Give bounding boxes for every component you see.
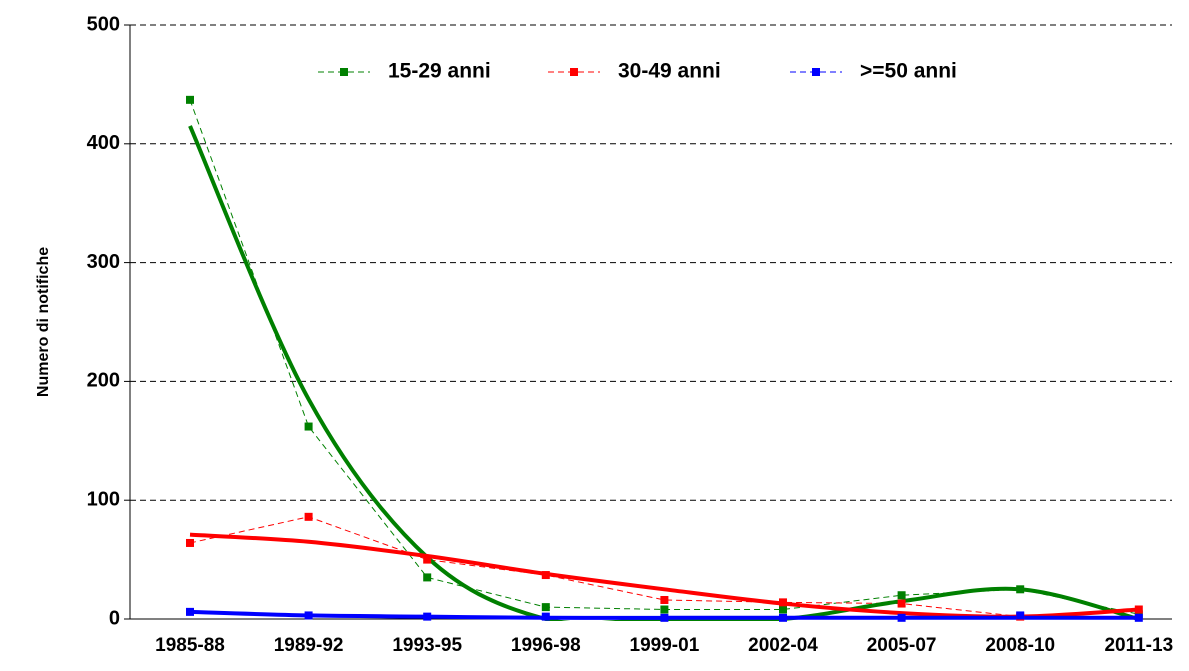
x-tick-label: 1989-92 [274, 635, 344, 656]
legend-marker [340, 68, 348, 76]
y-tick-label: 100 [87, 488, 120, 510]
point [1016, 585, 1025, 594]
x-tick-label: 1985-88 [155, 635, 225, 656]
plot-area [188, 99, 1140, 621]
point [779, 598, 787, 607]
point [541, 603, 550, 612]
point [779, 605, 787, 614]
x-tick-label: 1999-01 [630, 635, 700, 656]
x-tick-label: 2008-10 [985, 635, 1055, 656]
point [423, 612, 432, 621]
point [897, 591, 906, 600]
y-tick-label: 200 [87, 370, 120, 392]
point [304, 611, 313, 620]
point [423, 573, 432, 582]
y-tick-label: 0 [109, 607, 120, 629]
point [660, 613, 669, 622]
point [660, 595, 669, 604]
point [186, 607, 194, 616]
x-tick-label: 2002-04 [748, 635, 818, 656]
legend-label: 30-49 anni [618, 60, 721, 83]
point [541, 612, 550, 621]
legend-marker [570, 68, 578, 76]
x-tick-label: 2011-13 [1104, 635, 1173, 656]
trend-line [188, 125, 1140, 621]
legend-label: >=50 anni [860, 60, 957, 83]
point [1134, 613, 1143, 622]
series-line [189, 99, 1139, 615]
y-tick-label: 400 [87, 132, 120, 154]
point [304, 512, 313, 521]
legend-label: 15-29 anni [388, 60, 491, 83]
y-tick-label: 500 [87, 13, 120, 35]
x-tick-label: 2005-07 [867, 635, 937, 656]
legend-marker [812, 68, 820, 76]
point [423, 555, 432, 564]
point [304, 422, 313, 431]
point [897, 613, 906, 622]
point [1134, 605, 1143, 614]
x-tick-label: 1996-98 [511, 635, 581, 656]
point [186, 95, 194, 104]
point [541, 571, 550, 580]
y-tick-label: 300 [87, 251, 120, 273]
point [186, 538, 194, 547]
point [897, 599, 906, 608]
point [1016, 611, 1025, 620]
point [660, 605, 669, 614]
trend-line [189, 532, 1139, 619]
point [779, 613, 787, 622]
y-axis-label: Numero di notifiche [35, 247, 52, 397]
x-tick-label: 1993-95 [392, 635, 462, 656]
series-line [189, 516, 1139, 618]
